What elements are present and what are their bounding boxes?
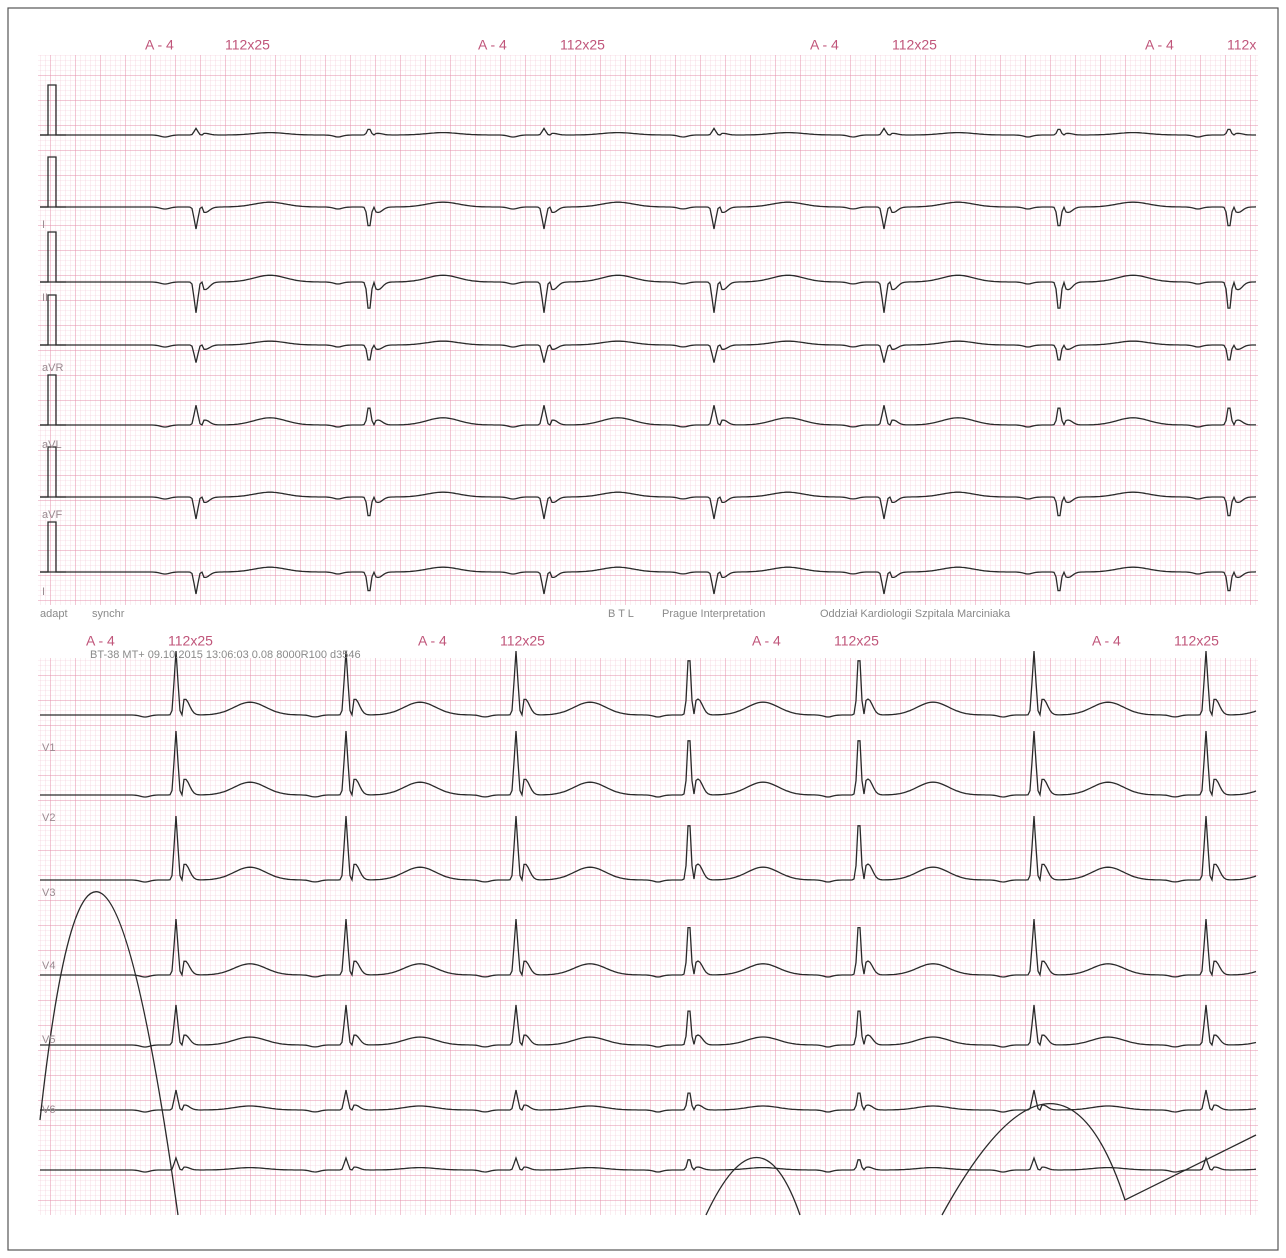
lead-label: aVL: [42, 439, 62, 451]
header-format: 112x25: [225, 37, 270, 53]
ecg-page: A - 4 112x25 A - 4 112x25 A - 4 112x25 A - 4 11…: [0, 0, 1286, 1258]
lead-label: V2: [42, 812, 55, 824]
header-lead: A - 4: [478, 37, 507, 53]
header-format: 112x25: [168, 633, 213, 649]
grid-bottom: [38, 658, 1258, 1215]
lead-label: II: [42, 292, 48, 304]
recording-info: BT-38 MT+ 09.10.2015 13:06:03 0.08 8000R…: [90, 649, 361, 661]
footer-text: Prague Interpretation: [662, 608, 765, 620]
header-format: 112x: [1227, 37, 1256, 53]
lead-label: aVR: [42, 362, 63, 374]
header-lead: A - 4: [145, 37, 174, 53]
lead-label: I: [42, 219, 45, 231]
footer-text: B T L: [608, 608, 634, 620]
header-format: 112x25: [1174, 633, 1219, 649]
footer-text: Oddział Kardiologii Szpitala Marciniaka: [820, 608, 1011, 620]
header-format: 112x25: [560, 37, 605, 53]
lead-label: V4: [42, 960, 55, 972]
lead-label: V3: [42, 887, 55, 899]
header-lead: A - 4: [86, 633, 115, 649]
header-lead: A - 4: [810, 37, 839, 53]
header-format: 112x25: [834, 633, 879, 649]
grid-top: [38, 55, 1258, 605]
footer-text: synchr: [92, 608, 125, 620]
footer-text: adapt: [40, 608, 68, 620]
header-lead: A - 4: [1145, 37, 1174, 53]
lead-label: I: [42, 586, 45, 598]
header-lead: A - 4: [752, 633, 781, 649]
lead-label: V5: [42, 1034, 55, 1046]
lead-label: V6: [42, 1104, 55, 1116]
lead-label: aVF: [42, 509, 62, 521]
header-lead: A - 4: [418, 633, 447, 649]
lead-label: V1: [42, 742, 55, 754]
header-lead: A - 4: [1092, 633, 1121, 649]
header-format: 112x25: [892, 37, 937, 53]
header-format: 112x25: [500, 633, 545, 649]
